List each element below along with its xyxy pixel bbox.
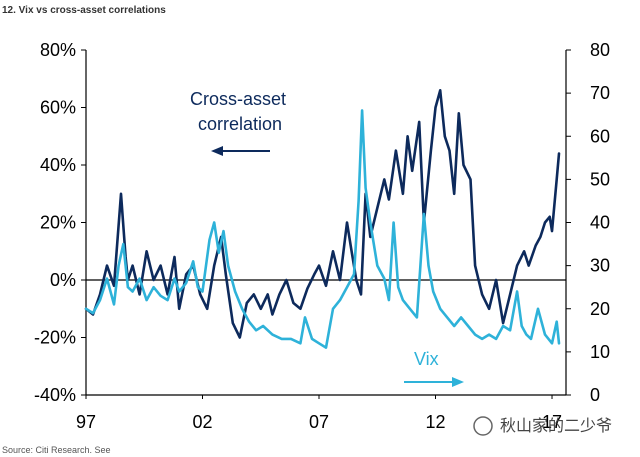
source-note: Source: Citi Research. See — [2, 445, 111, 455]
right-tick-label: 10 — [590, 342, 610, 362]
left-tick-label: -40% — [34, 385, 76, 405]
left-tick-label: 80% — [40, 40, 76, 60]
watermark-icon — [473, 416, 493, 436]
left-tick-label: 20% — [40, 213, 76, 233]
left-tick-label: 60% — [40, 98, 76, 118]
chart-title: 12. Vix vs cross-asset correlations — [2, 5, 166, 16]
x-tick-label: 17 — [542, 412, 562, 432]
right-tick-label: 80 — [590, 40, 610, 60]
x-tick-label: 07 — [309, 412, 329, 432]
right-tick-label: 0 — [590, 385, 600, 405]
annotation-vix-arrow-head — [452, 377, 464, 387]
series-layer — [84, 89, 561, 349]
left-tick-label: -20% — [34, 328, 76, 348]
watermark: 秋山家的二少爷 — [473, 416, 612, 436]
left-tick-label: 40% — [40, 155, 76, 175]
left-axis-ticks: 80% 60% 40% 20% 0% -20% -40% — [34, 40, 86, 405]
x-tick-label: 02 — [192, 412, 212, 432]
x-tick-label: 12 — [425, 412, 445, 432]
watermark-text: 秋山家的二少爷 — [500, 416, 612, 435]
left-tick-label: 0% — [50, 270, 76, 290]
right-tick-label: 30 — [590, 256, 610, 276]
right-tick-label: 40 — [590, 213, 610, 233]
annotation-cross-asset-line1: Cross-asset — [190, 89, 286, 109]
x-axis-ticks: 97 02 07 12 17 — [76, 395, 562, 432]
right-tick-label: 50 — [590, 169, 610, 189]
series-line-vix — [84, 109, 561, 349]
series-line-cross-asset-correlation — [84, 89, 561, 339]
right-tick-label: 70 — [590, 83, 610, 103]
annotation-cross-asset-arrow-head — [211, 146, 223, 156]
annotations: Cross-asset correlation Vix — [190, 89, 464, 387]
annotation-cross-asset-line2: correlation — [198, 114, 282, 134]
right-tick-label: 60 — [590, 126, 610, 146]
x-tick-label: 97 — [76, 412, 96, 432]
right-tick-label: 20 — [590, 299, 610, 319]
right-axis-ticks: 80 70 60 50 40 30 20 10 0 — [566, 40, 610, 405]
annotation-vix-label: Vix — [414, 349, 439, 369]
